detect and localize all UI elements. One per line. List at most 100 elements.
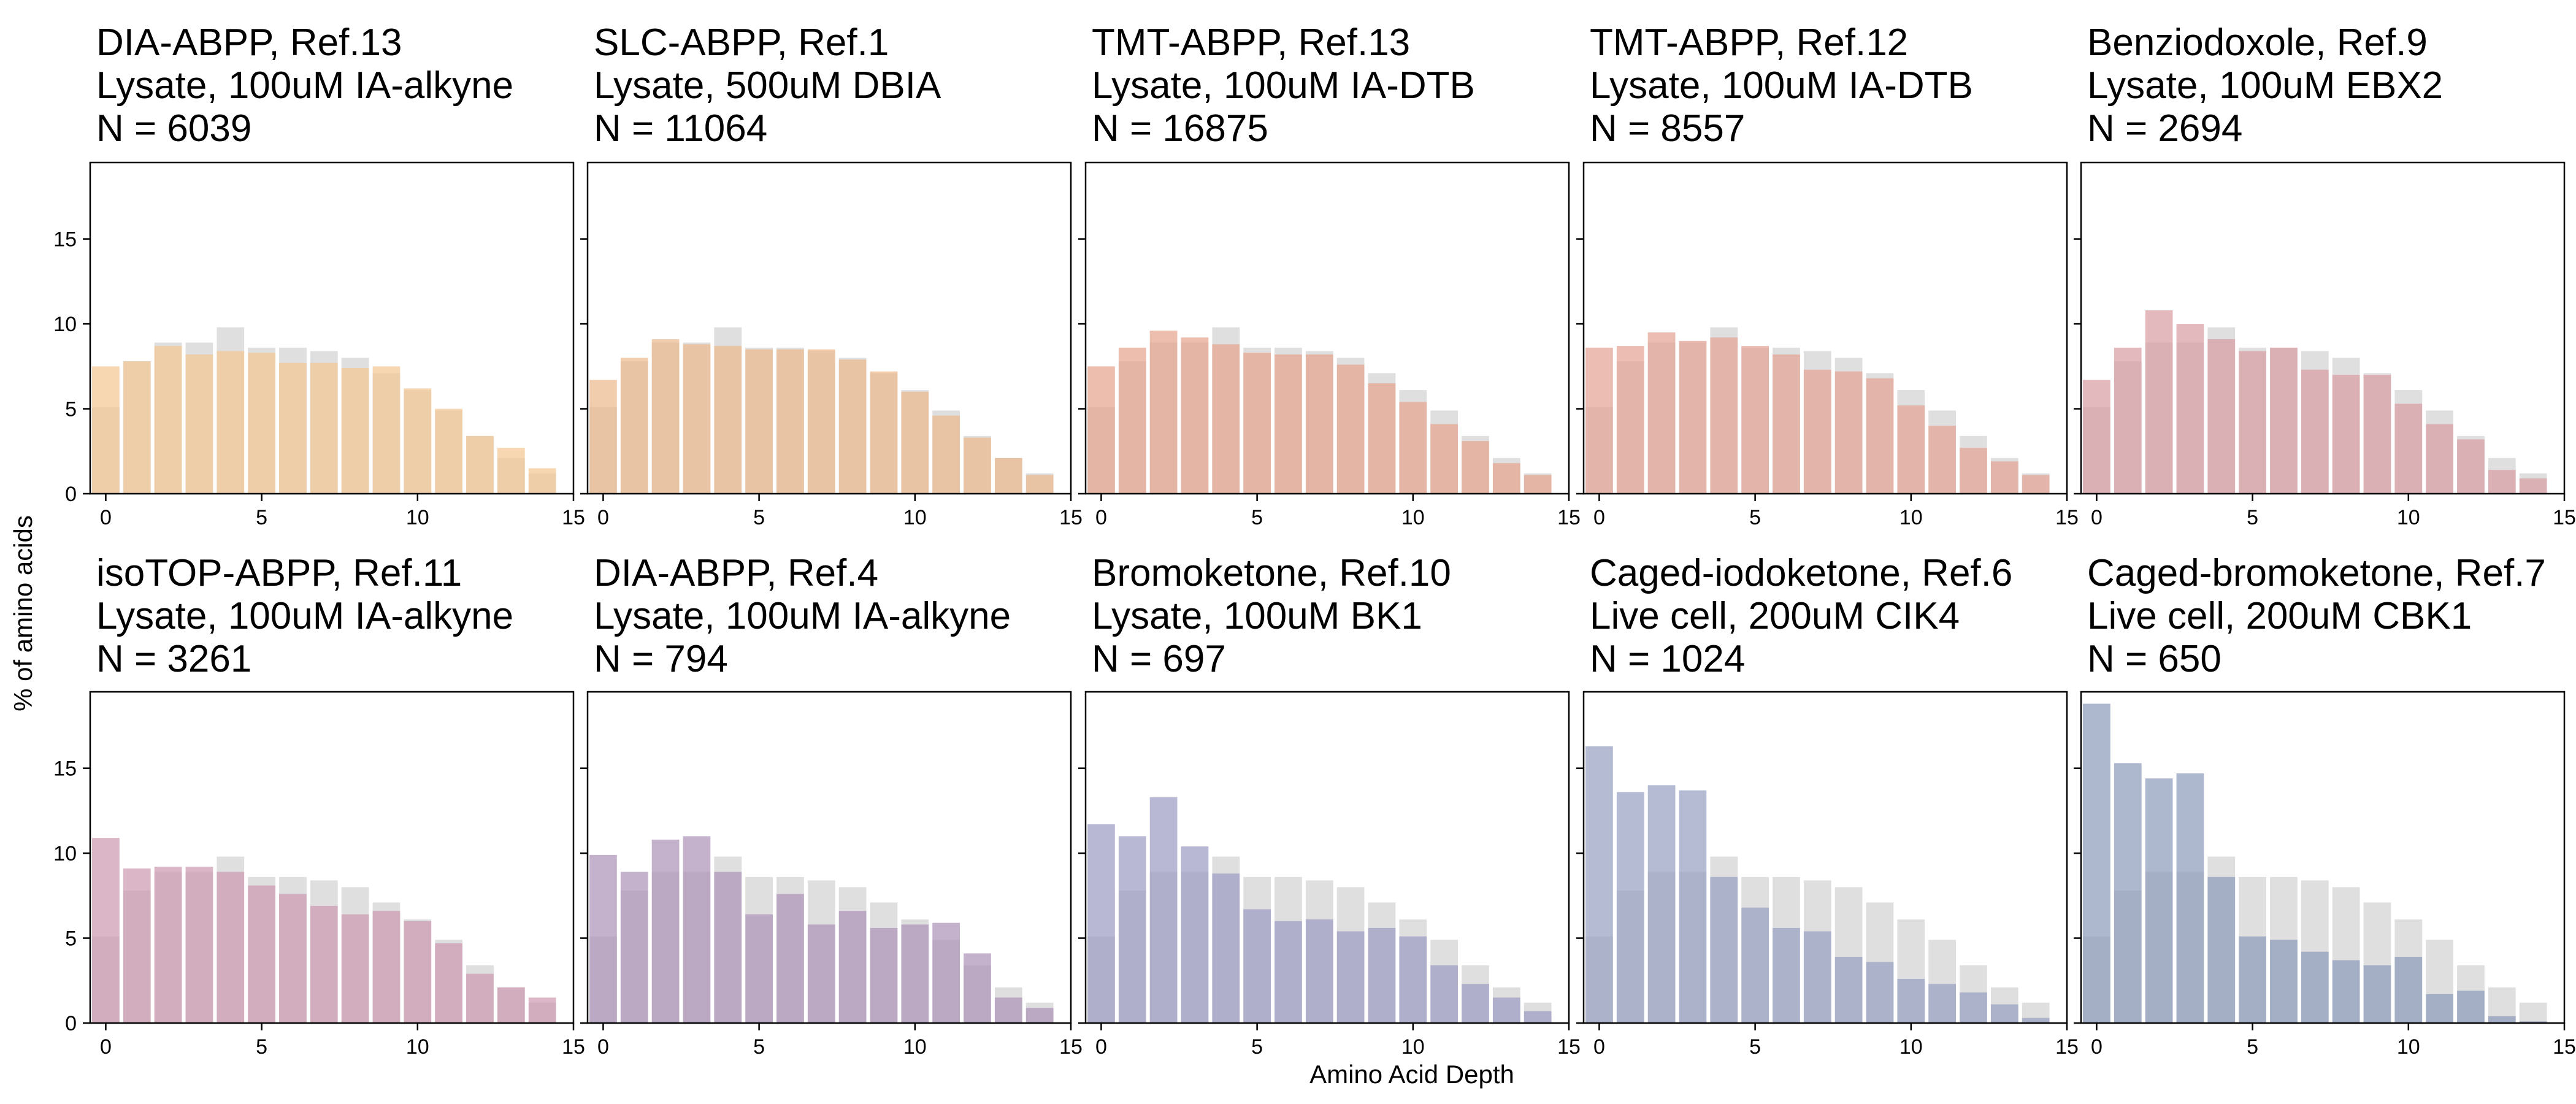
panel-4-bars (1585, 327, 2050, 494)
panel-title-line: Lysate, 100uM IA-DTB (1590, 64, 1973, 107)
x-tick-label: 5 (2247, 506, 2258, 529)
data-bar (2239, 351, 2266, 494)
data-bar (1647, 332, 1676, 494)
data-bar (1430, 965, 1459, 1023)
data-bar (1585, 746, 1613, 1023)
data-bar (589, 380, 617, 494)
x-tick-label: 5 (753, 1035, 765, 1059)
data-bar (1181, 846, 1209, 1023)
data-bar (372, 911, 401, 1023)
data-bar (435, 943, 463, 1023)
x-tick-label: 15 (2055, 1035, 2079, 1059)
x-tick-label: 0 (597, 506, 609, 529)
data-bar (92, 366, 120, 494)
data-bar (279, 894, 307, 1023)
data-bar (1305, 919, 1333, 1023)
panel-title-line: DIA-ABPP, Ref.4 (594, 552, 878, 594)
data-bar (1834, 957, 1863, 1023)
data-bar (1928, 426, 1957, 494)
x-tick-label: 15 (1059, 506, 1083, 529)
data-bar (154, 346, 182, 494)
x-axis-label: Amino Acid Depth (1309, 1060, 1514, 1089)
data-bar (932, 922, 960, 1023)
data-bar (745, 914, 773, 1023)
x-tick-label: 5 (2247, 1035, 2258, 1059)
data-bar (2363, 375, 2391, 494)
data-bar (2426, 994, 2454, 1023)
data-bar (1928, 984, 1957, 1023)
data-bar (1462, 441, 1489, 494)
panel-9-bars (1585, 746, 2050, 1023)
x-tick-label: 15 (1557, 506, 1581, 529)
x-tick-label: 10 (1401, 1035, 1425, 1059)
panel-2-bars (589, 327, 1054, 494)
panel-5-bars (2083, 310, 2547, 494)
x-tick-label: 10 (1401, 506, 1425, 529)
data-bar (2176, 773, 2204, 1023)
data-bar (1866, 962, 1894, 1023)
data-bar (1149, 331, 1178, 494)
panel-title-line: Lysate, 100uM IA-alkyne (96, 595, 513, 637)
panel-10-bars (2083, 703, 2547, 1023)
data-bar (248, 353, 275, 494)
data-bar (279, 362, 307, 494)
panel-title-line: Live cell, 200uM CIK4 (1590, 595, 1960, 637)
panel-title-line: N = 3261 (96, 638, 251, 680)
data-bar (1960, 992, 1987, 1023)
data-bar (683, 344, 711, 494)
data-bar (807, 924, 835, 1023)
data-bar (1118, 347, 1146, 494)
x-tick-label: 10 (1899, 1035, 1923, 1059)
data-bar (651, 839, 680, 1023)
data-bar (497, 448, 525, 494)
data-bar (1118, 836, 1146, 1023)
data-bar (2457, 439, 2485, 494)
x-tick-label: 10 (2397, 1035, 2420, 1059)
data-bar (1710, 337, 1738, 494)
data-bar (901, 924, 929, 1023)
data-bar (2394, 957, 2423, 1023)
data-bar (901, 391, 929, 494)
data-bar (651, 339, 680, 494)
data-bar (466, 973, 494, 1023)
data-bar (2301, 369, 2329, 494)
data-bar (620, 872, 648, 1023)
x-tick-label: 15 (562, 1035, 585, 1059)
data-bar (404, 921, 432, 1023)
x-tick-label: 0 (100, 506, 112, 529)
data-bar (1741, 907, 1769, 1023)
data-bar (1960, 448, 1987, 494)
panel-title-line: DIA-ABPP, Ref.13 (96, 21, 402, 64)
data-bar (372, 366, 401, 494)
panel-title-line: Lysate, 100uM IA-alkyne (96, 64, 513, 107)
data-bar (870, 927, 898, 1023)
data-bar (497, 987, 525, 1023)
x-tick-label: 0 (2091, 1035, 2103, 1059)
data-bar (435, 408, 463, 494)
x-tick-label: 15 (562, 506, 585, 529)
data-bar (2145, 778, 2173, 1023)
data-bar (1025, 475, 1054, 494)
data-bar (714, 346, 742, 494)
data-bar (1834, 371, 1863, 494)
data-bar (964, 437, 991, 494)
data-bar (1524, 475, 1552, 494)
data-bar (2519, 478, 2547, 494)
y-tick-label: 5 (65, 398, 77, 421)
data-bar (2022, 1018, 2050, 1023)
data-bar (1181, 337, 1209, 494)
y-tick-label: 5 (65, 927, 77, 951)
data-bar (2114, 347, 2142, 494)
panel-frame (89, 691, 575, 1024)
x-tick-label: 10 (406, 1035, 429, 1059)
data-bar (2426, 424, 2454, 494)
x-tick-label: 0 (1095, 1035, 1107, 1059)
x-tick-label: 15 (2553, 506, 2576, 529)
data-bar (154, 867, 182, 1023)
